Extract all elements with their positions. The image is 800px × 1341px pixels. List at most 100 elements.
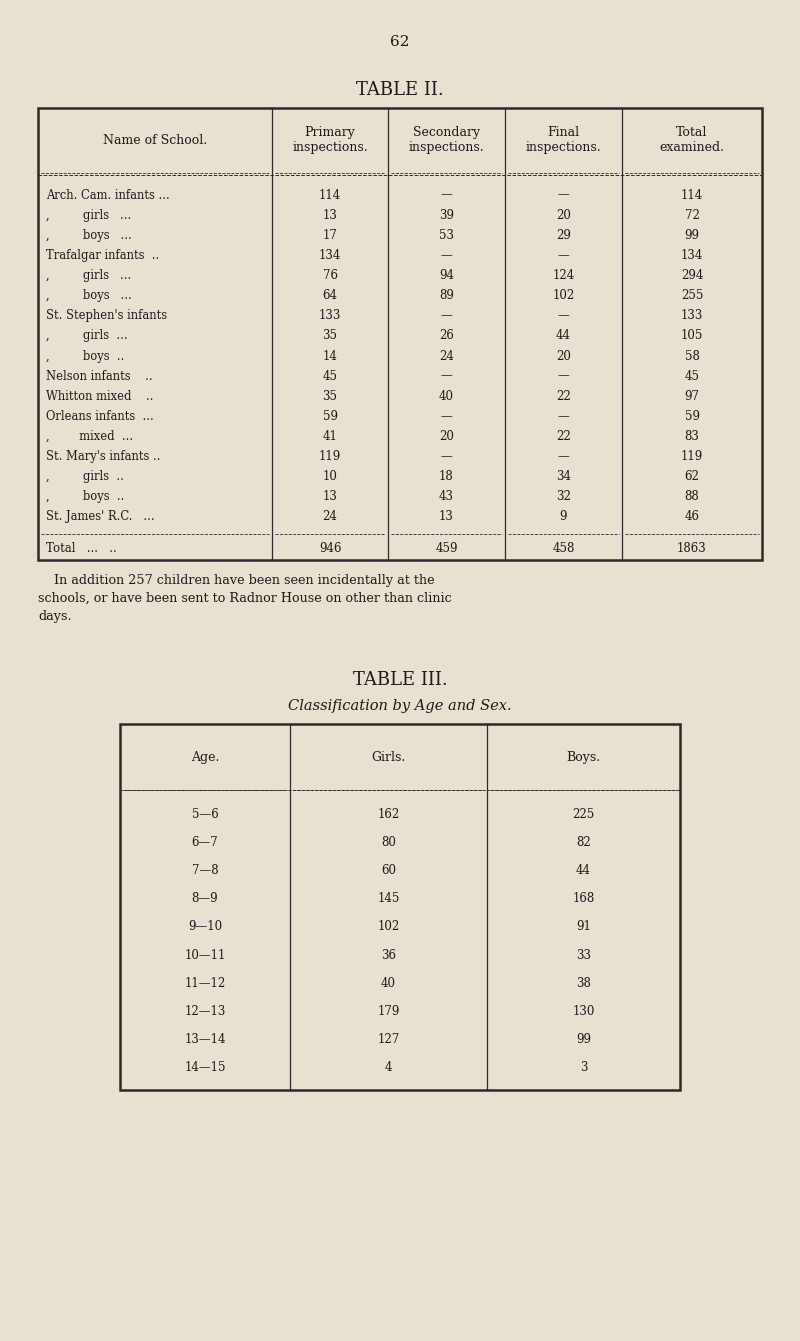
Text: 99: 99 <box>685 229 699 241</box>
Text: 124: 124 <box>552 270 574 282</box>
Text: 97: 97 <box>685 390 699 402</box>
Text: 14: 14 <box>322 350 338 362</box>
Text: 127: 127 <box>378 1033 400 1046</box>
Bar <box>38 109 762 561</box>
Text: —: — <box>441 310 452 322</box>
Text: 20: 20 <box>556 209 571 221</box>
Text: 130: 130 <box>572 1004 594 1018</box>
Text: 39: 39 <box>439 209 454 221</box>
Text: 33: 33 <box>576 948 591 961</box>
Text: 4: 4 <box>385 1061 392 1074</box>
Text: 12—13: 12—13 <box>184 1004 226 1018</box>
Text: 99: 99 <box>576 1033 591 1046</box>
Text: 53: 53 <box>439 229 454 241</box>
Text: St. Stephen's infants: St. Stephen's infants <box>46 310 167 322</box>
Text: 58: 58 <box>685 350 699 362</box>
Text: —: — <box>441 410 452 422</box>
Text: 82: 82 <box>576 835 591 849</box>
Text: Trafalgar infants  ..: Trafalgar infants .. <box>46 249 159 261</box>
Text: 9: 9 <box>560 511 567 523</box>
Text: 59: 59 <box>685 410 699 422</box>
Text: —: — <box>558 370 570 382</box>
Text: 20: 20 <box>556 350 571 362</box>
Text: 26: 26 <box>439 330 454 342</box>
Text: 76: 76 <box>322 270 338 282</box>
Text: ,       girls  ...: , girls ... <box>46 330 128 342</box>
Text: Final
inspections.: Final inspections. <box>526 126 602 154</box>
Text: 60: 60 <box>381 864 396 877</box>
Text: 294: 294 <box>681 270 703 282</box>
Text: 59: 59 <box>322 410 338 422</box>
Bar <box>120 724 680 1090</box>
Text: 3: 3 <box>580 1061 587 1074</box>
Text: 119: 119 <box>319 451 341 463</box>
Text: 946: 946 <box>318 542 342 554</box>
Text: 35: 35 <box>322 390 338 402</box>
Text: ,       girls   ...: , girls ... <box>46 209 131 221</box>
Text: 91: 91 <box>576 920 591 933</box>
Text: Nelson infants    ..: Nelson infants .. <box>46 370 153 382</box>
Text: 1863: 1863 <box>677 542 707 554</box>
Text: 8—9: 8—9 <box>192 892 218 905</box>
Text: 41: 41 <box>322 430 338 443</box>
Text: 162: 162 <box>378 807 400 821</box>
Text: 94: 94 <box>439 270 454 282</box>
Text: 5—6: 5—6 <box>192 807 218 821</box>
Text: Girls.: Girls. <box>371 751 406 763</box>
Text: 13: 13 <box>322 209 338 221</box>
Text: Whitton mixed    ..: Whitton mixed .. <box>46 390 154 402</box>
Text: 29: 29 <box>556 229 571 241</box>
Text: 34: 34 <box>556 471 571 483</box>
Text: Total
examined.: Total examined. <box>659 126 725 154</box>
Text: ,       girls   ...: , girls ... <box>46 270 131 282</box>
Text: 105: 105 <box>681 330 703 342</box>
Text: —: — <box>441 451 452 463</box>
Text: Age.: Age. <box>191 751 219 763</box>
Text: 255: 255 <box>681 290 703 302</box>
Text: —: — <box>441 189 452 201</box>
Text: 13: 13 <box>439 511 454 523</box>
Text: 43: 43 <box>439 491 454 503</box>
Text: —: — <box>558 451 570 463</box>
Text: 134: 134 <box>319 249 341 261</box>
Text: days.: days. <box>38 610 72 622</box>
Text: 14—15: 14—15 <box>184 1061 226 1074</box>
Text: —: — <box>558 310 570 322</box>
Text: 38: 38 <box>576 976 591 990</box>
Text: 18: 18 <box>439 471 454 483</box>
Text: —: — <box>441 249 452 261</box>
Text: 17: 17 <box>322 229 338 241</box>
Text: 13: 13 <box>322 491 338 503</box>
Text: 62: 62 <box>685 471 699 483</box>
Text: 45: 45 <box>685 370 699 382</box>
Text: 458: 458 <box>552 542 574 554</box>
Text: —: — <box>441 370 452 382</box>
Text: In addition 257 children have been seen incidentally at the: In addition 257 children have been seen … <box>38 574 434 586</box>
Text: 133: 133 <box>319 310 341 322</box>
Text: 35: 35 <box>322 330 338 342</box>
Text: ,       boys  ..: , boys .. <box>46 491 124 503</box>
Text: schools, or have been sent to Radnor House on other than clinic: schools, or have been sent to Radnor Hou… <box>38 591 452 605</box>
Text: 22: 22 <box>556 390 571 402</box>
Text: Name of School.: Name of School. <box>103 134 207 146</box>
Text: Total   ...   ..: Total ... .. <box>46 542 117 554</box>
Text: 7—8: 7—8 <box>192 864 218 877</box>
Text: 88: 88 <box>685 491 699 503</box>
Text: 10: 10 <box>322 471 338 483</box>
Text: TABLE II.: TABLE II. <box>356 80 444 99</box>
Text: 102: 102 <box>378 920 400 933</box>
Text: 225: 225 <box>572 807 594 821</box>
Text: Classification by Age and Sex.: Classification by Age and Sex. <box>288 699 512 713</box>
Text: —: — <box>558 189 570 201</box>
Text: ,      mixed  ...: , mixed ... <box>46 430 133 443</box>
Text: 89: 89 <box>439 290 454 302</box>
Text: —: — <box>558 410 570 422</box>
Text: St. James' R.C.   ...: St. James' R.C. ... <box>46 511 154 523</box>
Text: 24: 24 <box>439 350 454 362</box>
Text: St. Mary's infants ..: St. Mary's infants .. <box>46 451 161 463</box>
Text: 24: 24 <box>322 511 338 523</box>
Text: ,       boys   ...: , boys ... <box>46 290 132 302</box>
Text: Arch. Cam. infants ...: Arch. Cam. infants ... <box>46 189 170 201</box>
Text: 40: 40 <box>439 390 454 402</box>
Text: 13—14: 13—14 <box>184 1033 226 1046</box>
